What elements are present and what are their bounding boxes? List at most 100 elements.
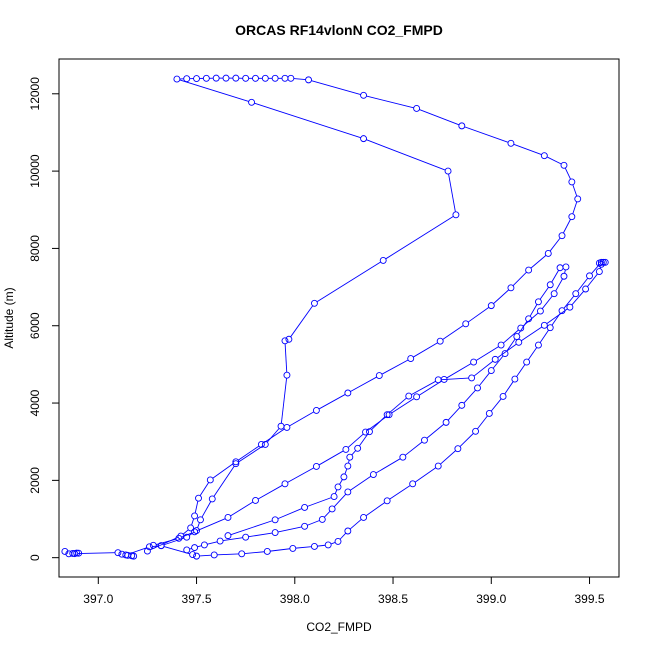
data-point xyxy=(195,494,202,502)
data-point xyxy=(257,440,265,448)
series-line-segment xyxy=(307,520,320,526)
data-point xyxy=(344,462,352,470)
series-line-segment xyxy=(475,346,499,361)
series-line-segment xyxy=(334,489,338,494)
data-point xyxy=(515,338,523,346)
series-line-segment xyxy=(563,295,575,309)
data-point xyxy=(344,527,352,535)
data-point xyxy=(340,473,348,481)
data-point xyxy=(283,371,291,379)
series-line-segment xyxy=(212,463,234,479)
data-point xyxy=(436,337,444,345)
series-line-segment xyxy=(477,415,488,430)
x-axis-label: CO2_FMPD xyxy=(306,620,372,634)
data-point xyxy=(301,522,309,530)
data-point xyxy=(334,483,342,491)
series-line-segment xyxy=(512,271,527,287)
y-axis-label: Altitude (m) xyxy=(2,287,16,348)
data-point xyxy=(379,256,387,264)
series-line-segment xyxy=(317,544,326,547)
data-point xyxy=(525,266,533,274)
data-point xyxy=(375,372,383,380)
data-point xyxy=(597,258,605,266)
series-line-segment xyxy=(551,270,559,283)
series-line-segment xyxy=(182,529,189,535)
plot-area-frame xyxy=(58,58,620,578)
series-line-segment xyxy=(463,389,476,404)
series-line-segment xyxy=(555,278,563,292)
data-point xyxy=(71,550,79,558)
data-point xyxy=(558,307,566,315)
data-point xyxy=(281,74,289,82)
series-line-segment xyxy=(339,479,343,485)
data-point xyxy=(362,428,369,436)
data-point xyxy=(409,480,417,488)
y-tick-label: 12000 xyxy=(28,77,42,111)
data-point xyxy=(285,335,293,343)
series-line-segment xyxy=(201,501,212,518)
data-point xyxy=(452,211,460,219)
series-line-segment xyxy=(238,445,264,463)
series-layer xyxy=(61,74,609,560)
series-line-segment xyxy=(263,428,285,444)
data-point xyxy=(534,341,542,349)
data-point xyxy=(574,195,582,203)
data-point xyxy=(595,268,603,276)
data-point xyxy=(224,514,232,521)
x-tick-label: 398.0 xyxy=(280,592,310,606)
data-point xyxy=(310,299,318,307)
data-point xyxy=(458,122,466,130)
data-point xyxy=(346,453,354,461)
y-tick-label: 2000 xyxy=(28,467,42,494)
series-line-segment xyxy=(516,364,526,377)
series-line-segment xyxy=(284,343,288,373)
data-point xyxy=(187,524,195,532)
series-line-segment xyxy=(419,109,460,126)
data-point xyxy=(310,543,318,550)
series-line-segment xyxy=(238,445,260,461)
data-point xyxy=(242,533,250,541)
y-tick-label: 10000 xyxy=(28,154,42,188)
data-point xyxy=(143,547,151,555)
series-line-segment xyxy=(333,493,347,508)
data-point xyxy=(344,488,352,496)
data-point xyxy=(413,393,421,401)
series-line-segment xyxy=(248,532,273,538)
data-point xyxy=(252,74,259,82)
series-line-segment xyxy=(467,307,490,323)
series-line-segment xyxy=(318,450,344,466)
data-point xyxy=(454,445,462,453)
data-point xyxy=(242,74,250,82)
data-point xyxy=(232,74,240,82)
series-line-segment xyxy=(518,321,528,335)
data-point xyxy=(536,307,544,315)
series-line-segment xyxy=(541,295,553,309)
data-point xyxy=(546,324,554,332)
series-line-segment xyxy=(350,475,372,491)
series-line-segment xyxy=(230,520,273,536)
series-line-segment xyxy=(562,219,571,234)
data-point xyxy=(566,303,574,311)
series-line-segment xyxy=(411,380,436,396)
data-point xyxy=(458,401,466,409)
series-line-segment xyxy=(349,519,362,530)
series-line-segment xyxy=(199,482,210,496)
data-point xyxy=(149,541,157,549)
series-line-segment xyxy=(366,95,414,109)
data-point xyxy=(328,505,336,513)
data-point xyxy=(330,493,338,501)
data-point xyxy=(586,272,593,280)
data-point xyxy=(360,514,368,521)
data-point xyxy=(277,422,285,430)
series-line-segment xyxy=(413,342,438,358)
data-point xyxy=(540,152,548,160)
data-point xyxy=(442,418,450,426)
series-line-segment xyxy=(290,305,314,338)
series-line-segment xyxy=(418,380,442,396)
data-point xyxy=(312,406,320,414)
data-point xyxy=(599,258,607,266)
data-point xyxy=(281,337,289,345)
series-line-segment xyxy=(441,377,469,381)
x-tick-label: 397.5 xyxy=(182,592,212,606)
